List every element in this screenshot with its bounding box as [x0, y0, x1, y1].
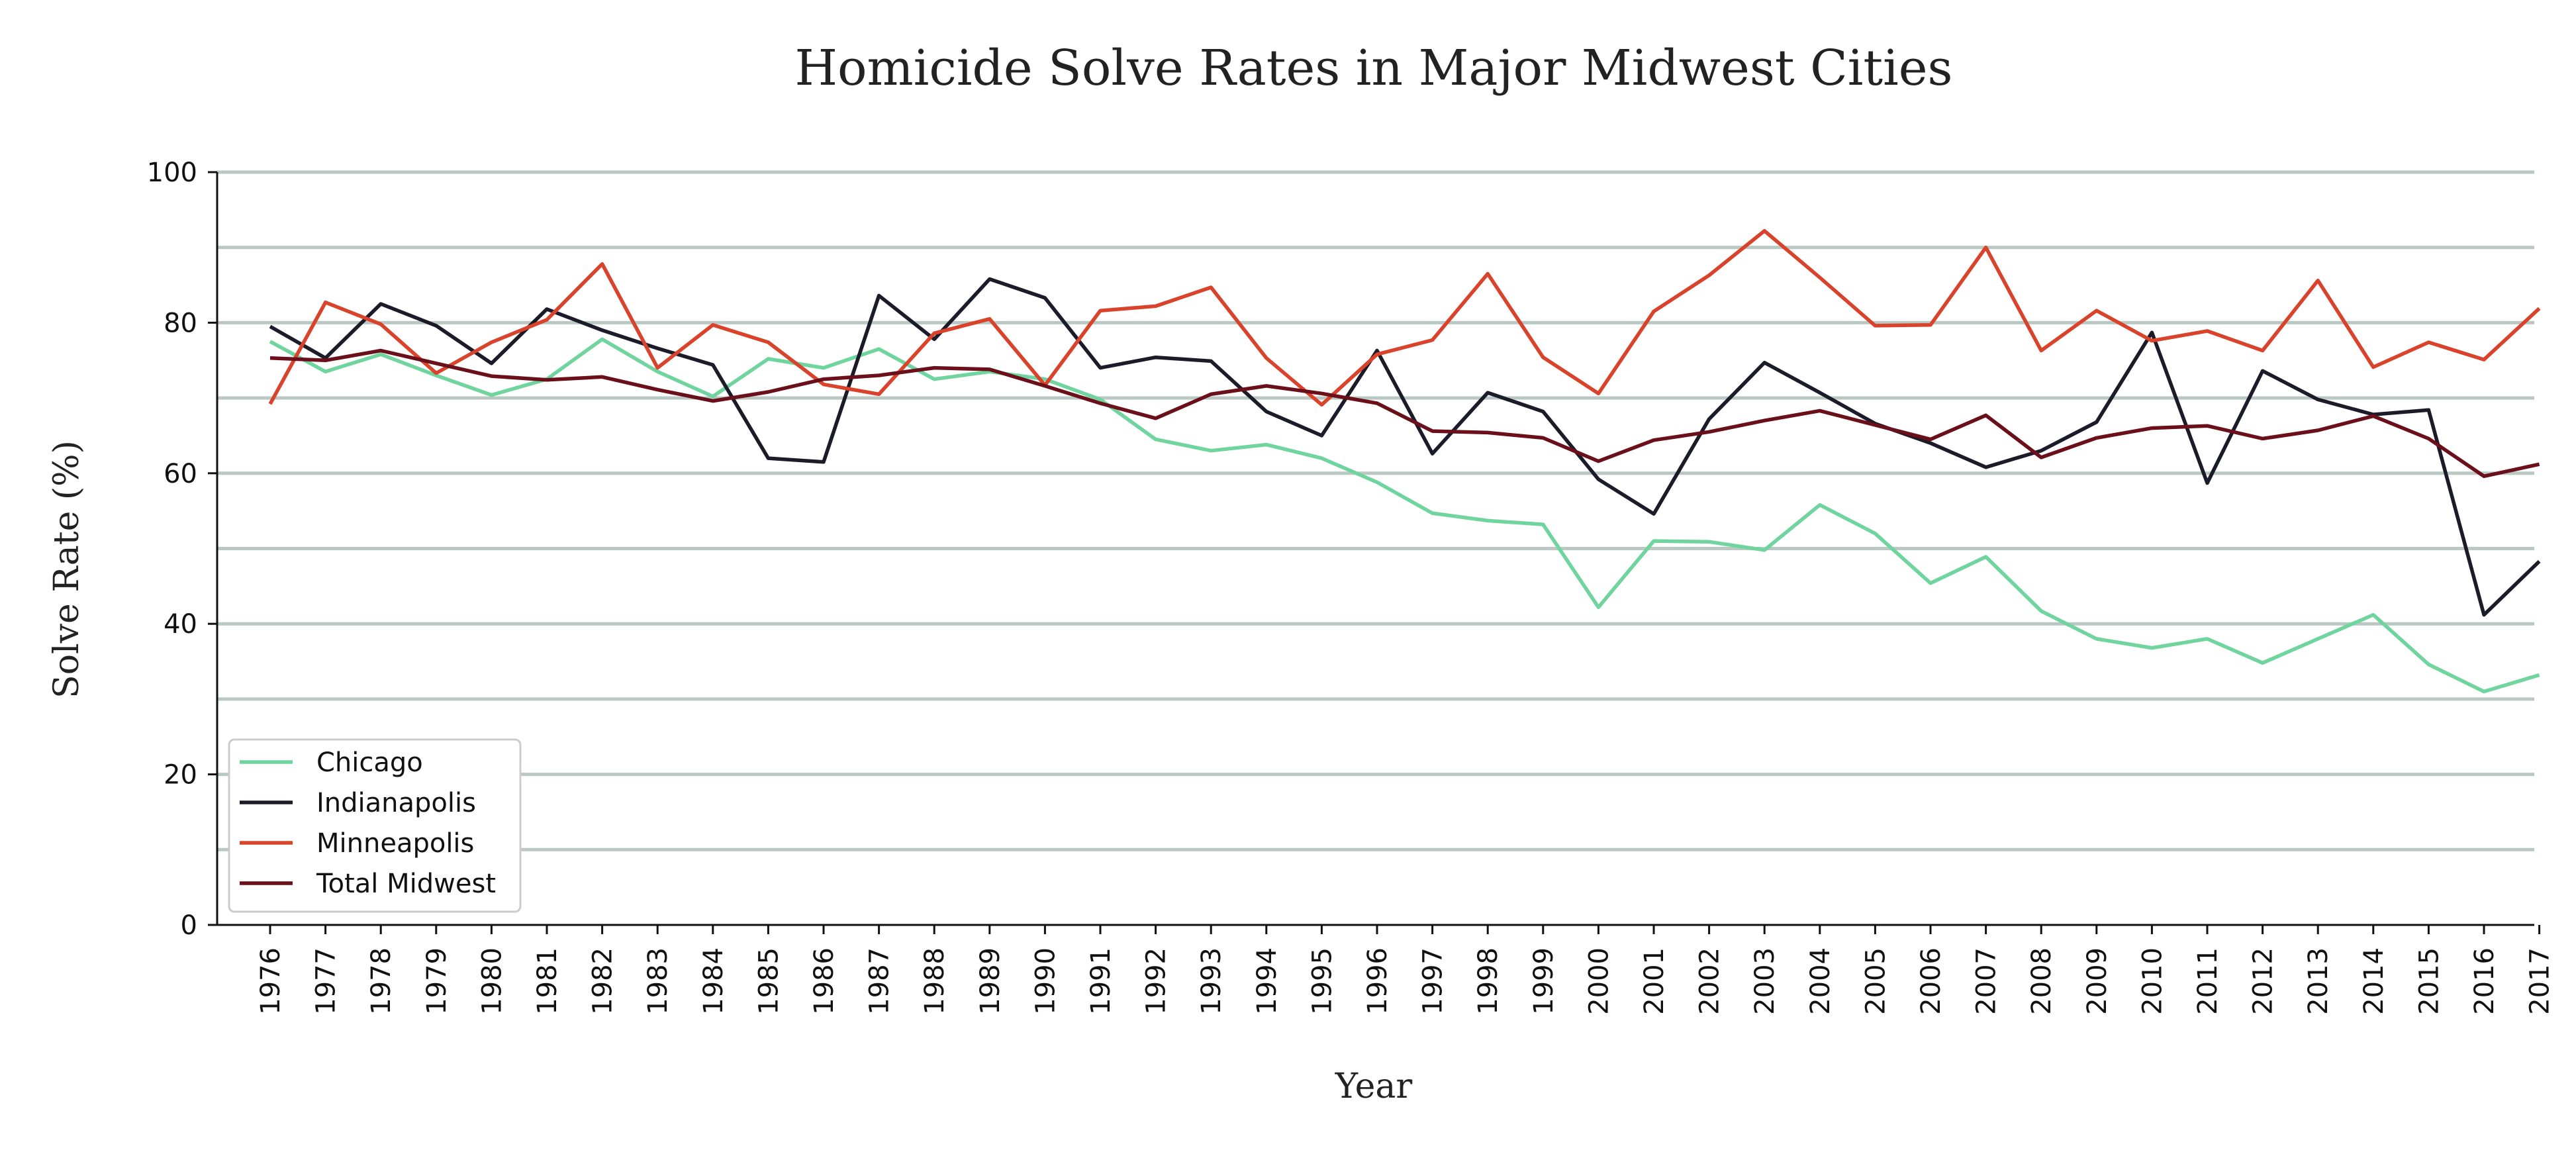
x-tick-label: 2008 — [2027, 947, 2057, 1015]
x-tick-label: 1995 — [1307, 947, 1337, 1015]
y-tick-label: 40 — [164, 609, 197, 640]
x-tick-label: 2016 — [2469, 947, 2500, 1015]
x-tick-label: 2009 — [2082, 947, 2113, 1015]
legend-box — [228, 738, 522, 913]
x-tick-label: 1987 — [865, 947, 895, 1015]
y-tick-label: 60 — [164, 459, 197, 489]
x-tick-label: 1990 — [1030, 947, 1061, 1015]
x-tick-label: 1993 — [1196, 947, 1227, 1015]
x-tick-label: 1989 — [975, 947, 1006, 1015]
x-tick-label: 2001 — [1639, 947, 1670, 1015]
x-tick-label: 1979 — [422, 947, 452, 1015]
y-tick-label: 20 — [164, 760, 197, 791]
x-tick-label: 2013 — [2303, 947, 2334, 1015]
x-tick-label: 1981 — [532, 947, 563, 1015]
y-tick-label: 80 — [164, 308, 197, 338]
x-tick-label: 1998 — [1473, 947, 1503, 1015]
x-tick-label: 1983 — [643, 947, 673, 1015]
x-tick-label: 2003 — [1750, 947, 1780, 1015]
y-axis-label: Solve Rate (%) — [47, 440, 87, 698]
x-tick-label: 2010 — [2137, 947, 2168, 1015]
y-tick-label: 0 — [181, 910, 197, 941]
legend-label-minneapolis: Minneapolis — [316, 828, 474, 859]
x-tick-label: 2011 — [2193, 947, 2223, 1015]
legend: Chicago Indianapolis Minneapolis Total Midw… — [228, 738, 522, 913]
x-tick-label: 1992 — [1141, 947, 1172, 1015]
x-tick-label: 1978 — [366, 947, 397, 1015]
x-tick-label: 1999 — [1529, 947, 1559, 1015]
x-tick-label: 1988 — [920, 947, 950, 1015]
series-line-chicago — [269, 337, 2540, 694]
axes — [208, 171, 2541, 934]
series-lines — [268, 228, 2541, 694]
x-axis-label: Year — [1335, 1067, 1413, 1106]
x-tick-label: 2006 — [1916, 947, 1946, 1015]
series-line-minneapolis — [268, 228, 2541, 407]
x-tick-label: 1994 — [1252, 947, 1282, 1015]
chart-title: Homicide Solve Rates in Major Midwest Ci… — [794, 40, 1952, 97]
legend-label-chicago: Chicago — [316, 747, 423, 778]
x-tick-label: 2014 — [2359, 947, 2389, 1015]
x-tick-label: 2015 — [2414, 947, 2444, 1015]
x-tick-label: 2012 — [2248, 947, 2279, 1015]
grid-lines — [217, 170, 2534, 851]
x-tick-label: 1984 — [698, 947, 729, 1015]
x-tick-label: 2000 — [1584, 947, 1614, 1015]
x-tick-label: 2007 — [1972, 947, 2002, 1015]
x-tick-label: 1980 — [477, 947, 507, 1015]
x-tick-label: 1977 — [311, 947, 342, 1015]
legend-label-indianapolis: Indianapolis — [316, 788, 476, 818]
x-tick-label: 1976 — [256, 947, 286, 1015]
y-tick-labels: 0 20 40 60 80 100 — [147, 158, 197, 941]
y-tick-label: 100 — [147, 158, 197, 188]
x-tick-label: 2002 — [1695, 947, 1725, 1015]
x-tick-label: 1996 — [1362, 947, 1393, 1015]
x-tick-label: 1985 — [753, 947, 784, 1015]
x-tick-label: 2017 — [2525, 947, 2555, 1015]
x-tick-label: 2005 — [1860, 947, 1891, 1015]
legend-label-total-midwest: Total Midwest — [316, 869, 496, 899]
x-tick-labels: 1976 1977 1978 1979 1980 1981 1982 1983 1984 1985… — [256, 947, 2555, 1015]
x-tick-label: 1997 — [1418, 947, 1449, 1015]
x-tick-label: 1991 — [1086, 947, 1116, 1015]
x-tick-label: 1986 — [809, 947, 839, 1015]
series-line-total-midwest — [269, 348, 2540, 479]
series-line-indianapolis — [269, 277, 2541, 617]
x-tick-label: 2004 — [1805, 947, 1836, 1015]
x-tick-label: 1982 — [588, 947, 618, 1015]
